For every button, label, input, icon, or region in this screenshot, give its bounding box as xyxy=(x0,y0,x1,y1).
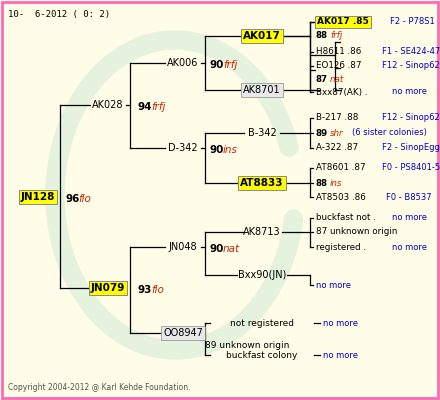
Text: 96: 96 xyxy=(65,194,79,204)
Text: F0 - PS8401-50%: F0 - PS8401-50% xyxy=(382,164,440,172)
Text: AT8601 .87: AT8601 .87 xyxy=(316,164,366,172)
Text: 87 unknown origin: 87 unknown origin xyxy=(316,228,397,236)
Text: 90: 90 xyxy=(210,145,224,155)
Text: AK006: AK006 xyxy=(167,58,199,68)
Text: buckfast colony: buckfast colony xyxy=(226,350,298,360)
Text: AK017: AK017 xyxy=(243,31,281,41)
Text: 10-  6-2012 ( 0: 2): 10- 6-2012 ( 0: 2) xyxy=(8,10,110,19)
Text: not registered: not registered xyxy=(230,318,294,328)
Text: 94: 94 xyxy=(138,102,153,112)
Text: 87: 87 xyxy=(316,74,328,84)
Text: no more: no more xyxy=(392,214,427,222)
Text: OO8947: OO8947 xyxy=(163,328,203,338)
Text: F1 - SE424-47%: F1 - SE424-47% xyxy=(382,48,440,56)
Text: H8611 .86: H8611 .86 xyxy=(316,48,361,56)
Text: B-217 .88: B-217 .88 xyxy=(316,114,358,122)
Text: 93: 93 xyxy=(138,285,152,295)
Text: registered .: registered . xyxy=(316,242,366,252)
Text: EO126 .87: EO126 .87 xyxy=(316,62,362,70)
Text: 89 unknown origin: 89 unknown origin xyxy=(205,342,290,350)
Text: nat: nat xyxy=(330,74,344,84)
Text: 90: 90 xyxy=(210,244,224,254)
Text: JN048: JN048 xyxy=(169,242,197,252)
Text: AK8701: AK8701 xyxy=(243,85,281,95)
Text: shr: shr xyxy=(330,128,344,138)
Text: AT8833: AT8833 xyxy=(240,178,284,188)
Text: 88: 88 xyxy=(316,178,328,188)
Text: nat: nat xyxy=(223,244,240,254)
Text: JN079: JN079 xyxy=(91,283,125,293)
Text: F2 - P78S1: F2 - P78S1 xyxy=(390,18,435,26)
Text: no more: no more xyxy=(316,280,351,290)
Text: AK028: AK028 xyxy=(92,100,124,110)
Text: flo: flo xyxy=(78,194,91,204)
Text: JN128: JN128 xyxy=(21,192,55,202)
Text: Copyright 2004-2012 @ Karl Kehde Foundation.: Copyright 2004-2012 @ Karl Kehde Foundat… xyxy=(8,383,191,392)
Text: 90: 90 xyxy=(210,60,224,70)
Text: no more: no more xyxy=(392,242,427,252)
Text: A-322 .87: A-322 .87 xyxy=(316,144,358,152)
Text: Bxx87(AK) .: Bxx87(AK) . xyxy=(316,88,367,96)
Text: F12 - Sinop62R: F12 - Sinop62R xyxy=(382,62,440,70)
Text: ins: ins xyxy=(330,178,342,188)
Text: ins: ins xyxy=(223,145,238,155)
Text: B-342: B-342 xyxy=(248,128,276,138)
Text: Bxx90(JN): Bxx90(JN) xyxy=(238,270,286,280)
Text: 89: 89 xyxy=(316,128,328,138)
Text: no more: no more xyxy=(323,350,358,360)
Text: buckfast not .: buckfast not . xyxy=(316,214,376,222)
Text: F2 - SinopEgg86R: F2 - SinopEgg86R xyxy=(382,144,440,152)
Text: frfj: frfj xyxy=(330,32,342,40)
Text: F0 - B8537: F0 - B8537 xyxy=(386,192,432,202)
Text: AT8503 .86: AT8503 .86 xyxy=(316,192,366,202)
Text: (6 sister colonies): (6 sister colonies) xyxy=(352,128,427,138)
Text: AK8713: AK8713 xyxy=(243,227,281,237)
Text: no more: no more xyxy=(323,318,358,328)
Text: D-342: D-342 xyxy=(168,143,198,153)
Text: flo: flo xyxy=(151,285,164,295)
Text: F12 - Sinop62R: F12 - Sinop62R xyxy=(382,114,440,122)
Text: 88: 88 xyxy=(316,32,328,40)
Text: frfj: frfj xyxy=(151,102,165,112)
Text: frfj: frfj xyxy=(223,60,237,70)
Text: AK017 .85: AK017 .85 xyxy=(317,18,369,26)
Text: no more: no more xyxy=(392,88,427,96)
